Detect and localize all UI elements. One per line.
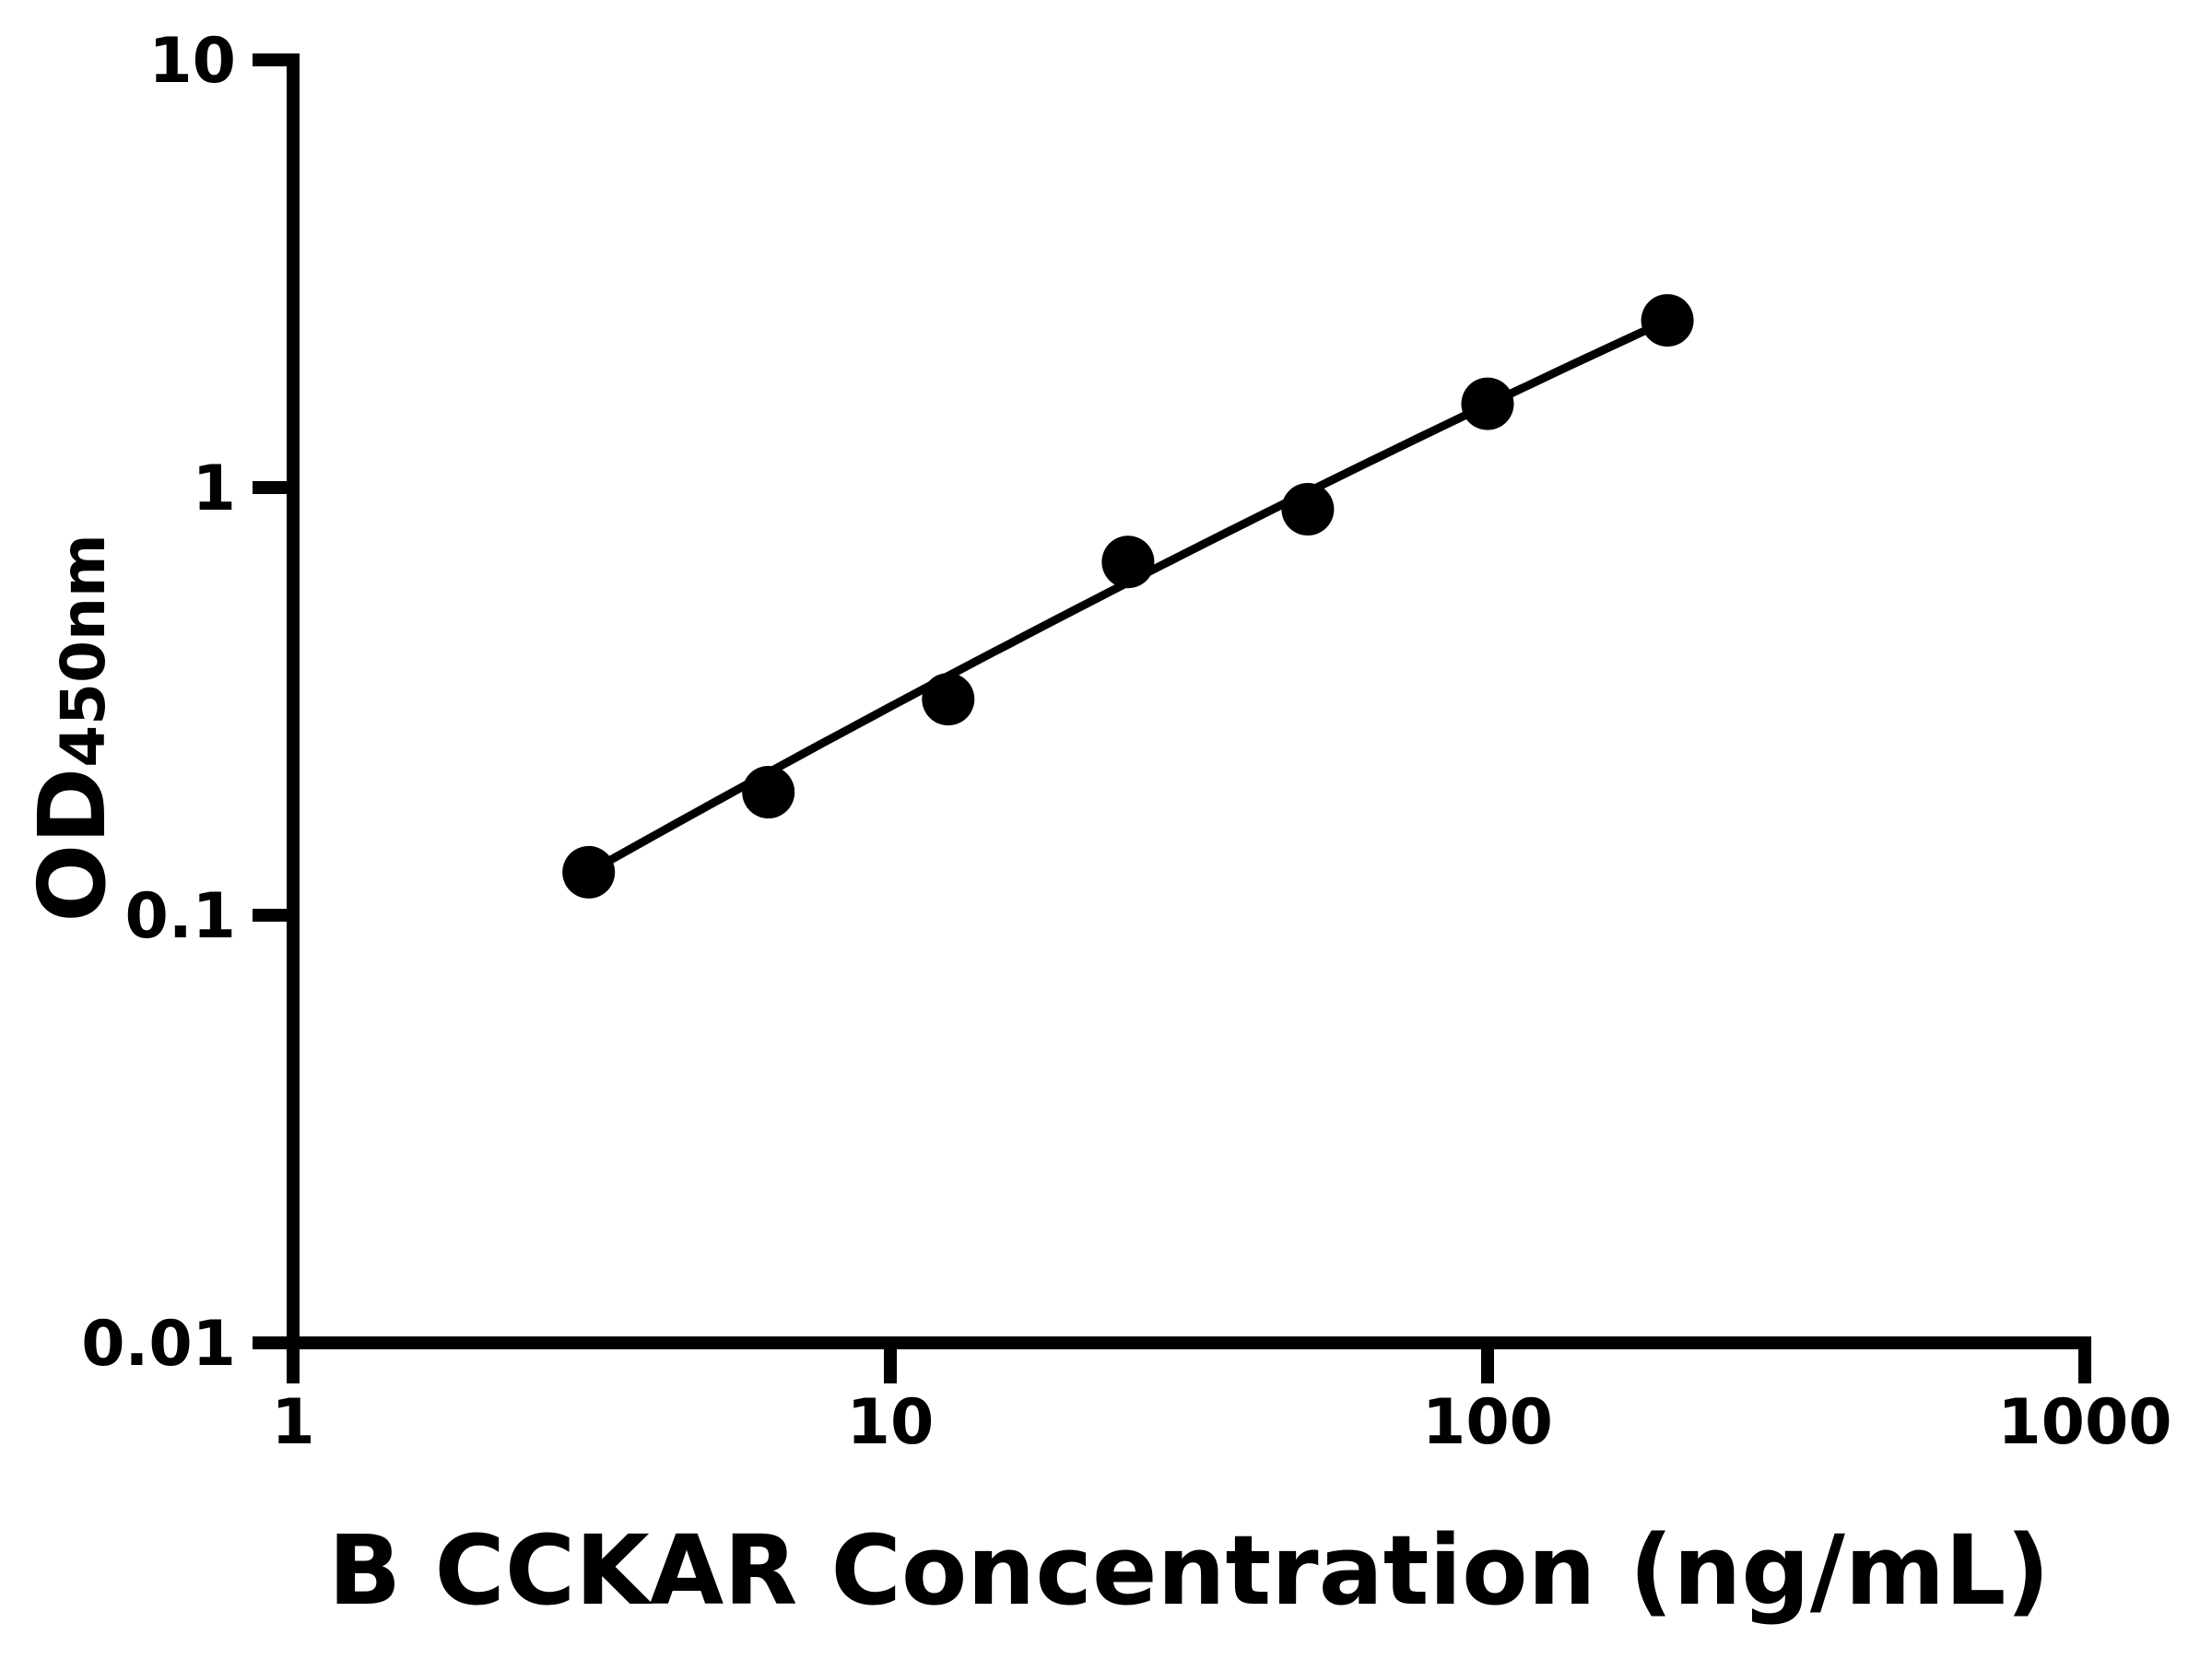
y-axis-title: OD450nm xyxy=(18,534,126,923)
y-axis-title-main: OD xyxy=(18,768,126,923)
data-points xyxy=(562,294,1694,899)
x-tick-label: 100 xyxy=(1422,1386,1553,1459)
x-tick-label: 1 xyxy=(271,1386,314,1459)
y-tick-label: 1 xyxy=(193,453,236,525)
tick-labels: 10 1 0.1 0.01 1 10 100 1000 xyxy=(81,25,2171,1459)
y-tick-label: 0.1 xyxy=(125,880,236,953)
x-axis-title: B CCKAR Concentration (ng/mL) xyxy=(328,1514,2050,1627)
data-point xyxy=(1101,535,1155,589)
data-point xyxy=(1461,377,1514,430)
axes xyxy=(253,53,2091,1383)
x-tick-label: 1000 xyxy=(1997,1386,2171,1459)
data-point xyxy=(1281,483,1335,535)
y-tick-label: 10 xyxy=(148,25,236,98)
data-point xyxy=(922,673,975,726)
y-tick-label: 0.01 xyxy=(81,1308,236,1381)
data-point xyxy=(562,845,616,899)
x-tick-label: 10 xyxy=(847,1386,935,1459)
data-point xyxy=(1641,294,1694,347)
plot-series xyxy=(562,294,1694,899)
y-axis-title-sub: 450nm xyxy=(48,534,119,768)
data-point xyxy=(742,766,795,818)
